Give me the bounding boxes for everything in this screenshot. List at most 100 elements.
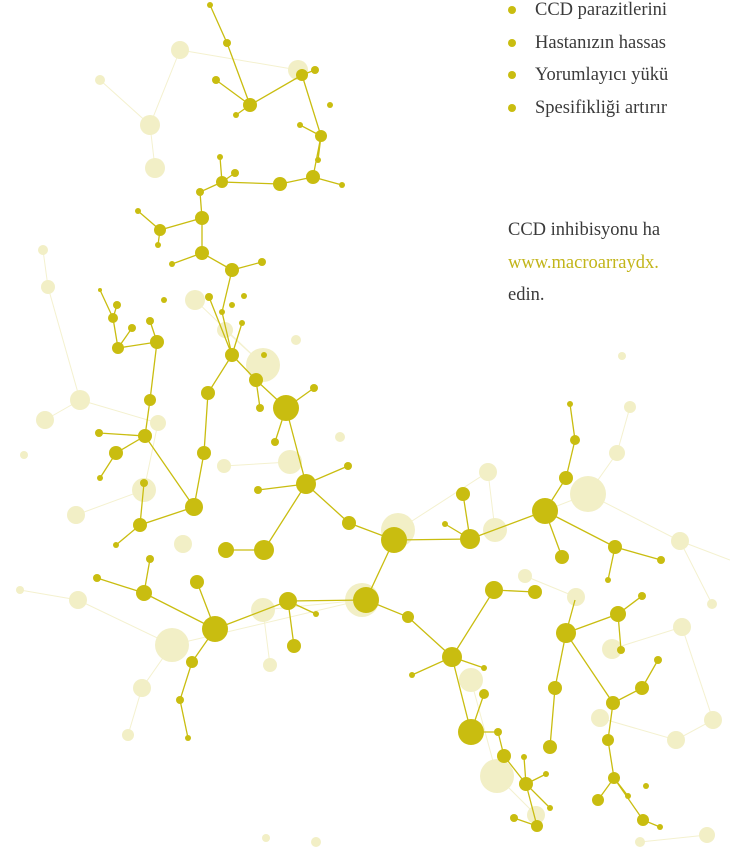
bullet-item: CCD parazitlerini xyxy=(508,0,730,27)
node xyxy=(543,771,549,777)
node xyxy=(602,734,614,746)
node xyxy=(190,575,204,589)
node xyxy=(197,446,211,460)
node xyxy=(327,102,333,108)
node xyxy=(97,475,103,481)
node xyxy=(456,487,470,501)
node xyxy=(128,324,136,332)
node xyxy=(98,288,102,292)
light-node xyxy=(707,599,717,609)
node xyxy=(225,263,239,277)
light-node xyxy=(567,588,585,606)
node xyxy=(296,474,316,494)
light-bonds xyxy=(20,50,730,842)
node xyxy=(258,258,266,266)
bullet-dot xyxy=(508,6,516,14)
node xyxy=(548,681,562,695)
node xyxy=(186,656,198,668)
node xyxy=(481,665,487,671)
node xyxy=(195,211,209,225)
node xyxy=(273,177,287,191)
bullet-dot xyxy=(508,71,516,79)
node xyxy=(133,518,147,532)
node xyxy=(207,2,213,8)
light-node xyxy=(518,569,532,583)
node xyxy=(625,793,631,799)
node xyxy=(231,169,239,177)
node xyxy=(311,66,319,74)
node xyxy=(381,527,407,553)
node xyxy=(592,794,604,806)
node xyxy=(339,182,345,188)
node xyxy=(657,824,663,830)
node xyxy=(555,550,569,564)
bonds xyxy=(97,5,661,827)
node xyxy=(212,76,220,84)
bullet-item: Hastanızın hassas xyxy=(508,27,730,60)
node xyxy=(108,313,118,323)
bullet-text: Hastanızın hassas xyxy=(535,33,666,53)
document: {"bullets": ["CCD parazitlerini", "Hasta… xyxy=(0,0,730,860)
light-node xyxy=(263,658,277,672)
node xyxy=(306,170,320,184)
node xyxy=(136,585,152,601)
paragraph-text: CCD inhibisyonu ha xyxy=(508,214,730,247)
paragraph-end: edin. xyxy=(508,279,730,312)
node xyxy=(638,592,646,600)
light-node xyxy=(140,115,160,135)
node xyxy=(315,157,321,163)
bullet-text: Yorumlayıcı yükü xyxy=(535,65,668,85)
light-nodes xyxy=(16,41,730,847)
light-node xyxy=(291,335,301,345)
light-node xyxy=(704,711,722,729)
light-node xyxy=(185,290,205,310)
bullet-dot xyxy=(508,104,516,112)
light-node xyxy=(262,834,270,842)
light-node xyxy=(69,591,87,609)
bullet-list: CCD parazitlerini Hastanızın hassas Yoru… xyxy=(508,0,730,124)
light-node xyxy=(618,352,626,360)
node xyxy=(201,386,215,400)
node xyxy=(154,224,166,236)
node xyxy=(342,516,356,530)
bullet-text: Spesifikliği artırır xyxy=(535,98,667,118)
node xyxy=(249,373,263,387)
node xyxy=(608,772,620,784)
node xyxy=(271,438,279,446)
bullet-text: CCD parazitlerini xyxy=(535,0,667,20)
node xyxy=(635,681,649,695)
node xyxy=(654,656,662,664)
node xyxy=(140,479,148,487)
node xyxy=(216,176,228,188)
node xyxy=(547,805,553,811)
bullet-item: Yorumlayıcı yükü xyxy=(508,59,730,92)
bullet-item: Spesifikliği artırır xyxy=(508,92,730,125)
node xyxy=(202,616,228,642)
node xyxy=(112,342,124,354)
light-node xyxy=(171,41,189,59)
node xyxy=(223,39,231,47)
node xyxy=(169,261,175,267)
node xyxy=(261,352,267,358)
node xyxy=(442,521,448,527)
node xyxy=(479,689,489,699)
light-node xyxy=(20,451,28,459)
molecule-network xyxy=(0,0,730,860)
light-node xyxy=(150,415,166,431)
node xyxy=(528,585,542,599)
node xyxy=(494,728,502,736)
node xyxy=(109,446,123,460)
node xyxy=(497,749,511,763)
node xyxy=(219,309,225,315)
node xyxy=(608,540,622,554)
node xyxy=(296,69,308,81)
light-node xyxy=(122,729,134,741)
link[interactable]: www.macroarraydx. xyxy=(508,253,659,273)
node xyxy=(196,188,204,196)
node xyxy=(229,302,235,308)
node xyxy=(570,435,580,445)
node xyxy=(521,754,527,760)
node xyxy=(567,401,573,407)
light-node xyxy=(479,463,497,481)
node xyxy=(543,740,557,754)
